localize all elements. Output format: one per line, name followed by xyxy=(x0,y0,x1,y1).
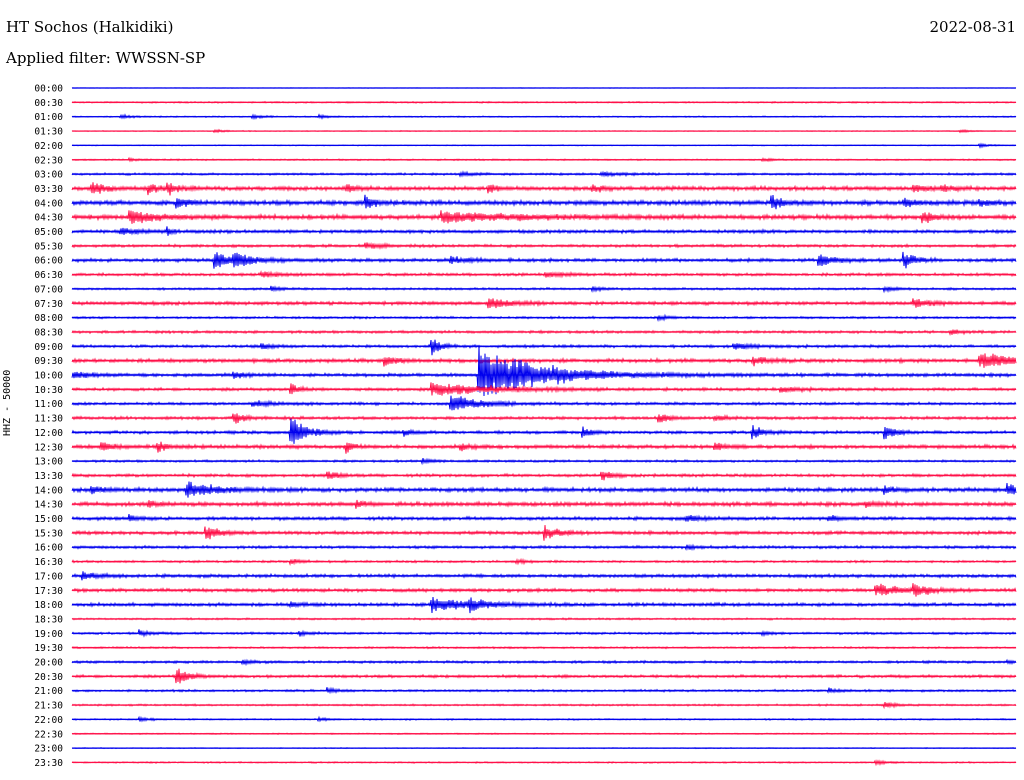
trace-line xyxy=(71,194,1017,210)
trace-line xyxy=(71,395,1017,411)
time-tick-label: 10:30 xyxy=(34,385,63,396)
time-tick-label: 18:00 xyxy=(34,600,63,611)
time-tick-label: 17:30 xyxy=(34,586,63,597)
time-tick-label: 12:30 xyxy=(34,442,63,453)
time-tick-label: 13:00 xyxy=(34,457,63,468)
time-tick-label: 07:00 xyxy=(34,284,63,295)
time-tick-label: 22:30 xyxy=(34,729,63,740)
time-tick-label: 11:30 xyxy=(34,414,63,425)
time-tick-label: 03:30 xyxy=(34,184,63,195)
trace-line xyxy=(71,441,1017,454)
time-tick-label: 07:30 xyxy=(34,299,63,310)
time-tick-label: 13:30 xyxy=(34,471,63,482)
time-tick-label: 20:30 xyxy=(34,672,63,683)
time-tick-label: 22:00 xyxy=(34,715,63,726)
time-tick-label: 02:30 xyxy=(34,155,63,166)
time-tick-label: 18:30 xyxy=(34,614,63,625)
time-tick-label: 14:00 xyxy=(34,485,63,496)
time-tick-label: 20:00 xyxy=(34,658,63,669)
time-tick-label: 12:00 xyxy=(34,428,63,439)
time-tick-label: 05:30 xyxy=(34,241,63,252)
time-tick-label: 21:30 xyxy=(34,701,63,712)
time-tick-label: 00:00 xyxy=(34,84,63,95)
time-tick-label: 08:00 xyxy=(34,313,63,324)
time-tick-label: 09:00 xyxy=(34,342,63,353)
time-tick-label: 05:00 xyxy=(34,227,63,238)
time-tick-label: 10:00 xyxy=(34,371,63,382)
time-tick-label: 15:00 xyxy=(34,514,63,525)
time-tick-label: 04:30 xyxy=(34,213,63,224)
time-tick-label: 14:30 xyxy=(34,500,63,511)
time-tick-label: 21:00 xyxy=(34,686,63,697)
time-tick-label: 06:30 xyxy=(34,270,63,281)
time-tick-label: 02:00 xyxy=(34,141,63,152)
time-tick-label: 19:30 xyxy=(34,643,63,654)
time-tick-label: 19:00 xyxy=(34,629,63,640)
trace-line xyxy=(71,418,1017,444)
trace-line xyxy=(71,513,1017,523)
filter-label: Applied filter: WWSSN-SP xyxy=(6,49,206,67)
time-tick-label: 03:00 xyxy=(34,170,63,181)
time-tick-label: 23:30 xyxy=(34,758,63,769)
time-tick-label: 09:30 xyxy=(34,356,63,367)
time-tick-label: 00:30 xyxy=(34,98,63,109)
time-tick-label: 15:30 xyxy=(34,528,63,539)
station-title: HT Sochos (Halkidiki) xyxy=(6,18,174,36)
trace-line xyxy=(71,339,1017,356)
time-tick-label: 16:00 xyxy=(34,543,63,554)
date-label: 2022-08-31 xyxy=(929,18,1016,36)
trace-line xyxy=(71,686,1017,695)
time-tick-label: 08:30 xyxy=(34,327,63,338)
time-tick-label: 01:30 xyxy=(34,127,63,138)
time-tick-label: 04:00 xyxy=(34,198,63,209)
time-tick-label: 01:00 xyxy=(34,112,63,123)
time-tick-label: 17:00 xyxy=(34,571,63,582)
time-tick-label: 06:00 xyxy=(34,256,63,267)
time-tick-label: 23:00 xyxy=(34,744,63,755)
time-tick-label: 11:00 xyxy=(34,399,63,410)
time-tick-label: 16:30 xyxy=(34,557,63,568)
